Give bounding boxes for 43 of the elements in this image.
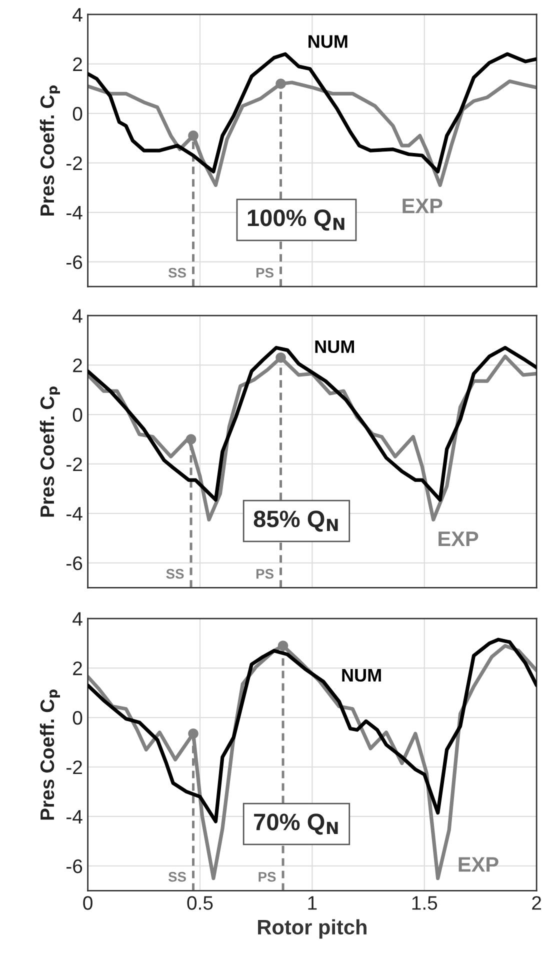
- y-tick-label: 2: [73, 662, 82, 676]
- y-tick-label: -2: [66, 457, 82, 472]
- y-tick-label: 4: [72, 8, 82, 22]
- y-tick-label: 2: [73, 57, 82, 71]
- y-tick-label: -4: [66, 810, 82, 824]
- series-label: EXP: [402, 198, 442, 214]
- y-tick-label: -2: [66, 760, 82, 774]
- x-axis-title: Rotor pitch: [258, 919, 366, 939]
- y-axis-title: Pres Coeff. C$_{p}$: [40, 690, 60, 820]
- annotation: 85% Q$_{N}$: [254, 510, 338, 532]
- series-label: EXP: [458, 857, 498, 872]
- y-tick-label: 0: [72, 106, 82, 121]
- x-tick-label: 1: [308, 896, 317, 910]
- y-axis-title: Pres Coeff. C$_{p}$: [40, 386, 60, 517]
- y-tick-label: -2: [66, 156, 82, 170]
- y-tick-label: 0: [72, 408, 82, 422]
- ref-line-label: PS: [256, 268, 274, 278]
- y-tick-label: -4: [66, 206, 82, 220]
- y-axis-title: Pres Coeff. C$_{p}$: [40, 85, 60, 216]
- y-tick-label: -6: [66, 556, 82, 570]
- line-series: [88, 52, 537, 174]
- ref-line-label: PS: [256, 568, 274, 579]
- x-tick-label: 0: [83, 896, 92, 910]
- y-tick-label: 4: [72, 612, 82, 626]
- y-tick-label: 4: [72, 309, 82, 323]
- ref-line-label: SS: [166, 568, 184, 579]
- ref-line-label: PS: [258, 872, 276, 882]
- annotation: 70% Q$_{N}$: [254, 814, 338, 835]
- ref-line-label: SS: [168, 268, 186, 278]
- series-label: NUM: [342, 669, 381, 682]
- y-tick-label: 0: [72, 710, 82, 725]
- series-label: NUM: [315, 340, 354, 354]
- series-label: NUM: [308, 35, 348, 48]
- x-tick-label: 1.5: [412, 896, 438, 910]
- series-label: EXP: [438, 532, 478, 546]
- y-tick-label: -6: [66, 859, 82, 874]
- x-tick-label: 2: [532, 896, 542, 910]
- y-tick-label: -6: [66, 255, 82, 270]
- y-tick-label: -4: [66, 507, 82, 521]
- y-tick-label: 2: [73, 358, 82, 372]
- x-tick-label: 0.5: [187, 896, 213, 910]
- ref-line-label: SS: [168, 872, 186, 882]
- annotation: 100% Q$_{N}$: [248, 210, 344, 231]
